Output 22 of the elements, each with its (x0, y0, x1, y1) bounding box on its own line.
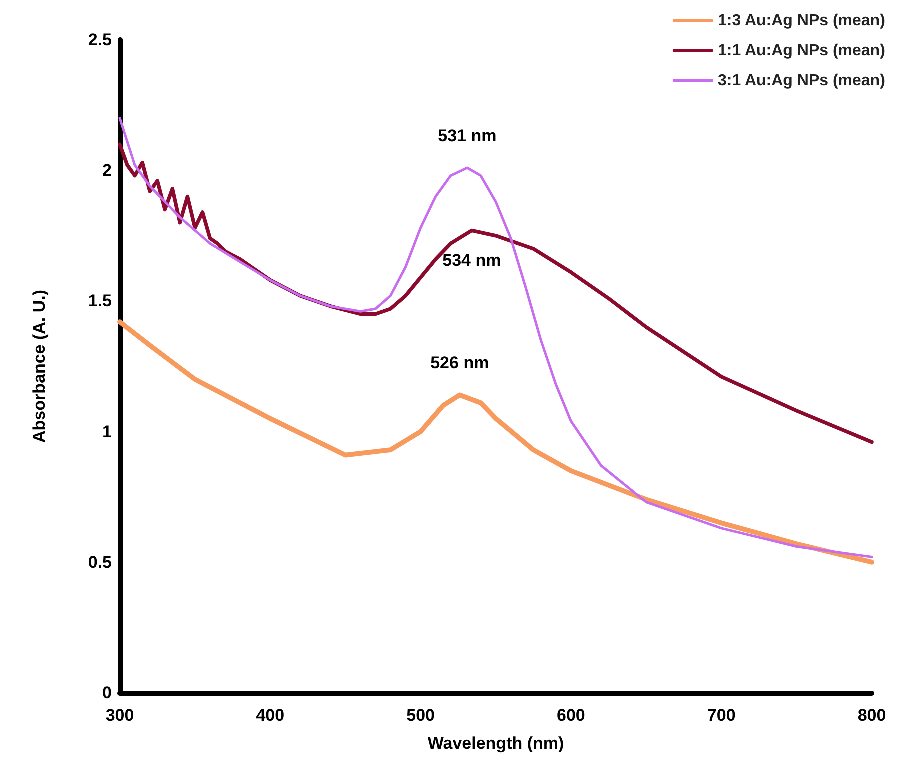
y-tick-label: 2.5 (88, 30, 112, 50)
x-tick-label: 500 (406, 706, 435, 725)
annotation: 531 nm (438, 126, 497, 146)
y-axis-title: Absorbance (A. U.) (30, 290, 49, 444)
y-tick-label: 0.5 (88, 552, 112, 572)
x-tick-label: 300 (106, 706, 134, 725)
line-series (118, 117, 874, 558)
x-tick-label: 400 (256, 706, 285, 725)
annotation: 534 nm (442, 251, 502, 270)
y-tick-label: 2 (102, 161, 112, 180)
y-tick-label: 1.5 (88, 292, 112, 311)
x-tick-label: 800 (858, 706, 886, 725)
legend-label: 1:1 Au:Ag NPs (mean) (718, 42, 886, 60)
x-axis-title: Wavelength (nm) (428, 734, 564, 753)
x-tick-label: 600 (557, 706, 586, 725)
legend-label: 3:1 Au:Ag NPs (mean) (718, 72, 886, 90)
annotation: 526 nm (430, 354, 490, 373)
legend-label: 1:3 Au:Ag NPs (mean) (718, 12, 886, 30)
line-series (118, 320, 874, 565)
y-tick-label: 1 (102, 422, 112, 442)
x-tick-label: 700 (707, 706, 736, 725)
y-tick-label: 0 (102, 684, 112, 702)
